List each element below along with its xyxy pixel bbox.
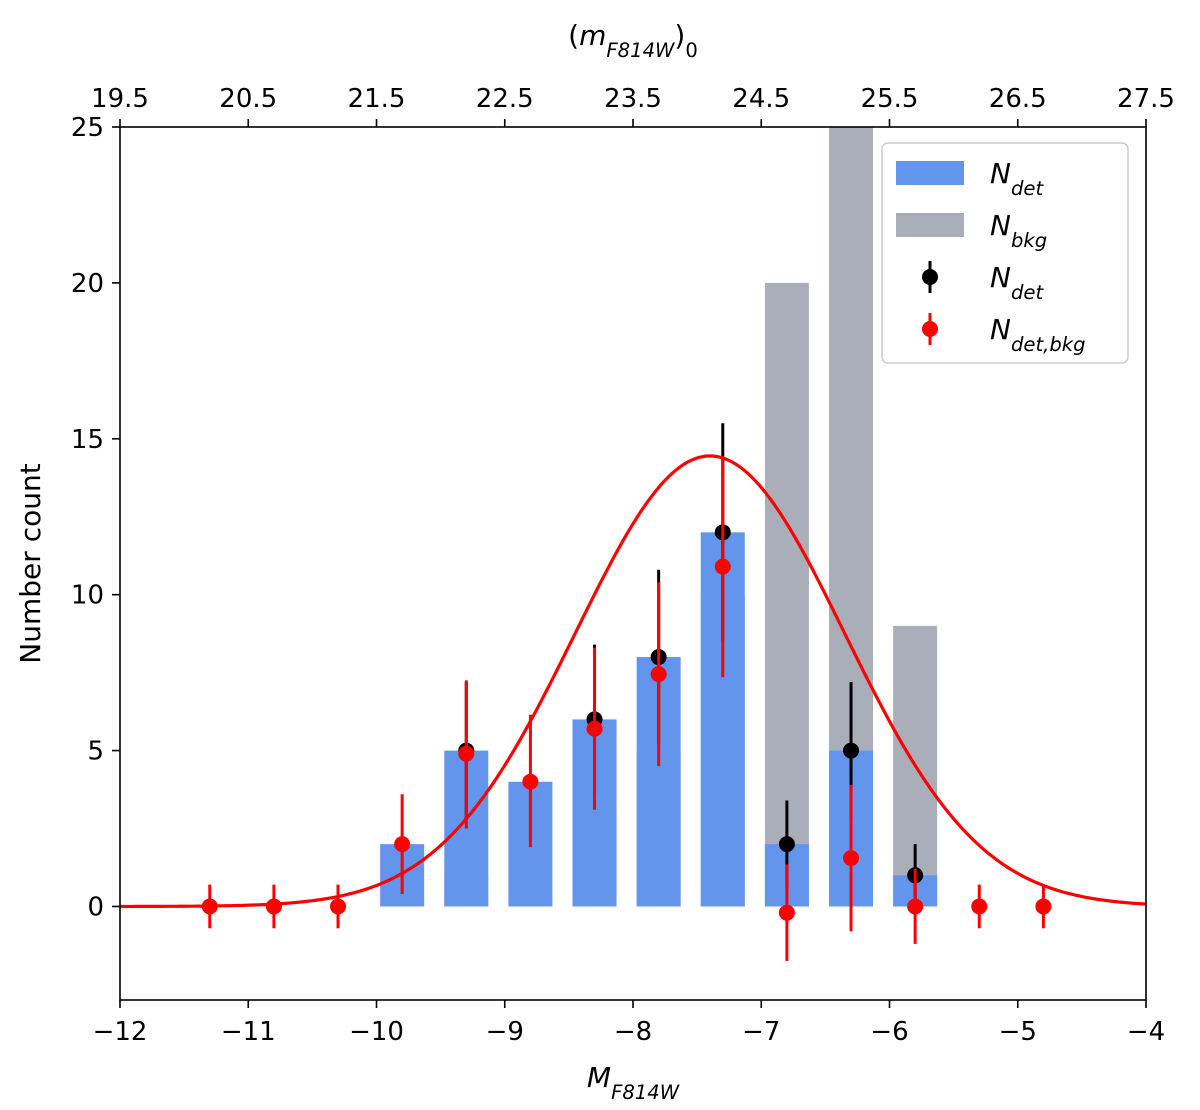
x-tick-label: −6 [870, 1017, 908, 1047]
y-tick-label: 20 [71, 269, 104, 299]
y-axis-label: Number count [14, 463, 47, 663]
det-bkg-point [971, 898, 988, 915]
legend-swatch-marker [922, 321, 938, 337]
legend-label: Nbkg [990, 209, 1047, 252]
y-tick-label: 15 [71, 425, 104, 455]
y-tick-label: 25 [71, 113, 104, 143]
det-bkg-point [907, 898, 924, 915]
legend-label: Ndet,bkg [990, 313, 1086, 356]
x-tick-label: −12 [93, 1017, 148, 1047]
x-tick-label: −8 [614, 1017, 652, 1047]
top-x-tick-label: 27.5 [1117, 84, 1175, 114]
legend-label: Ndet [990, 261, 1044, 304]
top-x-tick-label: 19.5 [91, 84, 149, 114]
top-x-tick-label: 22.5 [476, 84, 534, 114]
det-bkg-point [330, 898, 347, 915]
gaussian-fit-curve [120, 454, 1147, 909]
det-bkg-point [1035, 898, 1052, 915]
top-x-tick-label: 24.5 [732, 84, 790, 114]
legend-swatch-bar [896, 213, 964, 237]
det-bkg-point [650, 666, 667, 683]
curve-layer [120, 454, 1147, 909]
legend-swatch-marker [922, 269, 938, 285]
y-tick-label: 10 [71, 581, 104, 611]
x-axis-label: MF814W [587, 1061, 680, 1104]
legend: Ndet Nbkg Ndet Ndet,bkg [881, 142, 1129, 364]
det-bkg-point [201, 898, 218, 915]
x-tick-label: −11 [221, 1017, 276, 1047]
x-tick-label: −9 [486, 1017, 524, 1047]
x-tick-label: −10 [349, 1017, 404, 1047]
det-point [843, 742, 860, 759]
top-x-axis-label: (mF814W)0 [568, 19, 698, 62]
top-x-tick-label: 26.5 [989, 84, 1047, 114]
det-point [778, 836, 795, 853]
det-bkg-point [714, 558, 731, 575]
det-bkg-point [843, 850, 860, 867]
det-bkg-point [458, 745, 475, 762]
legend-swatch-bar [896, 161, 964, 185]
top-x-tick-label: 21.5 [348, 84, 406, 114]
ticks-layer: −12 −11 −10 −9 −8 −7 −6 −5 −4 19.5 20.5 21.5 22.5 23.… [71, 84, 1175, 1047]
legend-label: Ndet [990, 157, 1044, 200]
y-tick-label: 0 [87, 892, 104, 922]
det-bkg-point [394, 836, 411, 853]
top-x-tick-label: 23.5 [604, 84, 662, 114]
det-bkg-point [522, 773, 539, 790]
det-bkg-point [265, 898, 282, 915]
x-tick-label: −4 [1127, 1017, 1165, 1047]
top-x-tick-label: 25.5 [861, 84, 919, 114]
top-x-tick-label: 20.5 [219, 84, 277, 114]
x-tick-label: −7 [742, 1017, 780, 1047]
det-bkg-point [586, 720, 603, 737]
x-tick-label: −5 [999, 1017, 1037, 1047]
y-tick-label: 5 [87, 737, 104, 767]
legend-box [881, 142, 1129, 364]
errorbar-layer [201, 423, 1052, 962]
bars-layer [380, 127, 938, 907]
det-bkg-point [778, 904, 795, 921]
